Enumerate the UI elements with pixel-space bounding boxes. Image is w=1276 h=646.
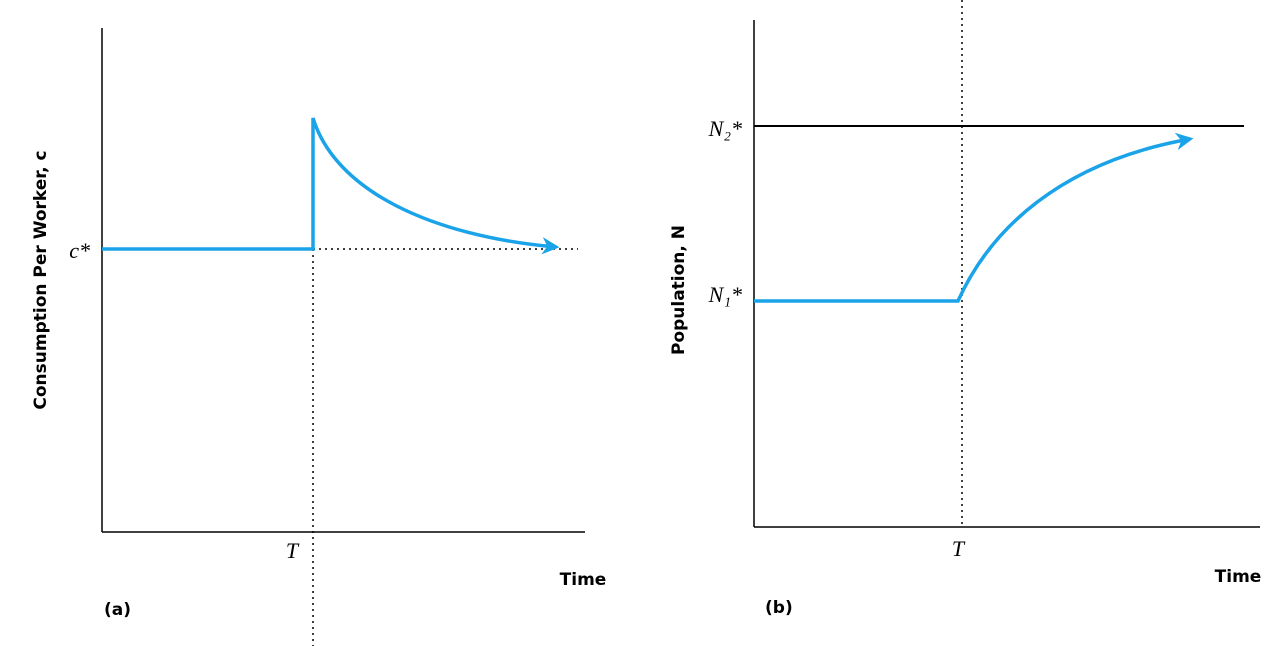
panel-label: (a) (104, 600, 131, 620)
level-label: c* (69, 238, 90, 263)
upper-level-label: N₂* (708, 116, 742, 141)
y-axis-label: Consumption Per Worker, c (31, 150, 51, 409)
time-mark: T (952, 536, 966, 561)
x-axis-label: Time (560, 570, 607, 590)
panel-label: (b) (765, 598, 793, 618)
consumption-path (102, 117, 560, 255)
population-path (754, 132, 1194, 303)
lower-level-label: N₁* (708, 282, 742, 307)
y-axis-label: Population, N (669, 225, 689, 355)
x-axis-label: Time (1215, 567, 1262, 587)
panel-b: Population, N N₂* N₁* T Time (b) (669, 0, 1261, 618)
time-mark: T (286, 538, 300, 563)
panel-a: Consumption Per Worker, c c* T Time (a) (31, 28, 606, 646)
